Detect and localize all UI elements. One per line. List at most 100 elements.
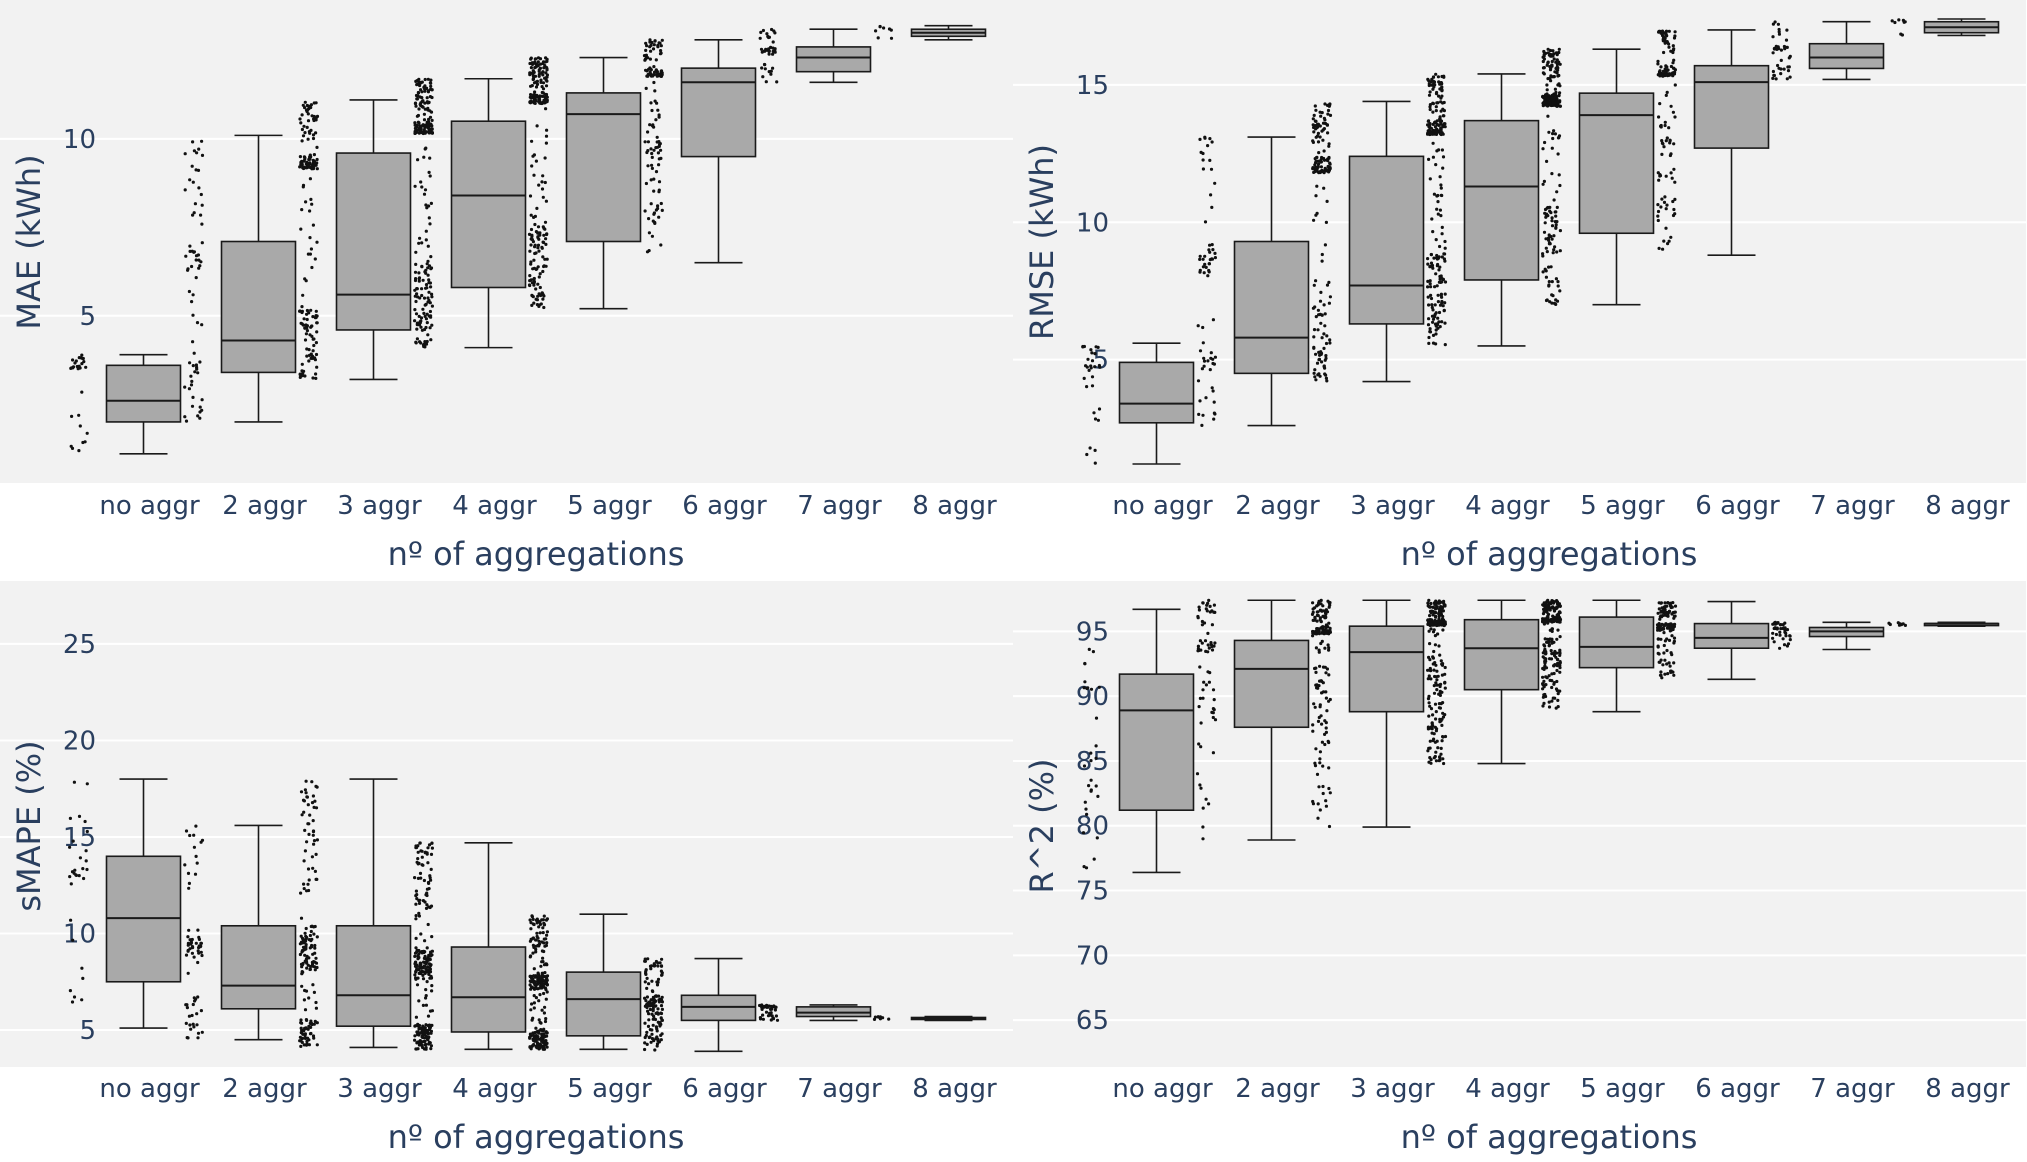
sample-point: [1208, 250, 1212, 254]
sample-point: [529, 1034, 533, 1038]
sample-point: [303, 1008, 308, 1012]
sample-point: [1082, 764, 1087, 768]
sample-point: [1670, 653, 1674, 657]
sample-point: [1316, 614, 1320, 618]
sample-point: [301, 134, 306, 138]
sample-point: [414, 250, 418, 254]
sample-point: [429, 904, 434, 908]
sample-point: [1321, 764, 1325, 768]
sample-point: [192, 833, 196, 837]
sample-point: [1435, 678, 1439, 682]
sample-point: [1658, 617, 1662, 621]
sample-point: [1673, 83, 1677, 87]
sample-point: [1773, 621, 1777, 625]
sample-point: [540, 973, 545, 977]
sample-point: [542, 294, 546, 298]
sample-point: [643, 980, 647, 984]
sample-point: [644, 1033, 648, 1038]
sample-point: [1201, 158, 1205, 162]
sample-point: [1213, 256, 1217, 260]
sample-point: [199, 941, 203, 945]
sample-point: [529, 66, 534, 70]
sample-point: [1436, 632, 1440, 636]
sample-point: [544, 141, 549, 145]
sample-point: [660, 1032, 664, 1036]
x-tick-label: 8 aggr: [912, 1074, 997, 1104]
sample-point: [535, 931, 539, 935]
sample-point: [425, 321, 429, 325]
sample-point: [650, 151, 654, 156]
sample-point: [534, 938, 538, 942]
sample-point: [299, 1039, 303, 1043]
sample-point: [1311, 306, 1315, 310]
sample-point: [1554, 214, 1558, 218]
x-tick-label: 8 aggr: [1925, 491, 2010, 521]
sample-point: [1083, 661, 1087, 666]
sample-point: [1327, 621, 1331, 625]
sample-point: [1314, 279, 1318, 283]
sample-point: [652, 177, 656, 181]
sample-point: [645, 995, 650, 999]
sample-point: [655, 1035, 659, 1039]
sample-point: [1431, 655, 1435, 659]
sample-point: [183, 152, 187, 156]
sample-point: [1554, 60, 1558, 64]
sample-point: [1443, 713, 1447, 717]
sample-point: [1210, 205, 1214, 209]
sample-point: [1547, 233, 1551, 237]
sample-point: [1547, 130, 1551, 134]
sample-point: [1327, 646, 1331, 650]
sample-point: [1426, 295, 1430, 299]
sample-point: [533, 987, 537, 991]
sample-point: [1210, 140, 1214, 144]
sample-point: [1430, 725, 1434, 729]
sample-point: [1549, 606, 1553, 610]
sample-point: [421, 977, 426, 981]
sample-point: [1440, 280, 1444, 284]
sample-point: [1542, 57, 1546, 61]
sample-point: [1435, 739, 1439, 743]
sample-point: [313, 968, 317, 972]
sample-point: [538, 272, 542, 276]
sample-point: [529, 1047, 533, 1051]
sample-point: [1426, 131, 1430, 135]
sample-point: [1311, 601, 1315, 605]
sample-point: [1673, 604, 1678, 608]
sample-point: [1201, 806, 1205, 810]
sample-point: [1320, 740, 1324, 744]
sample-point: [537, 275, 541, 279]
sample-point: [765, 1005, 769, 1009]
sample-point: [1210, 710, 1214, 714]
sample-point: [1672, 142, 1676, 146]
sample-point: [309, 1025, 313, 1029]
sample-point: [421, 899, 425, 903]
sample-point: [1094, 744, 1098, 748]
sample-point: [652, 998, 656, 1002]
sample-point: [1315, 361, 1320, 365]
sample-point: [191, 313, 195, 317]
sample-point: [1788, 638, 1792, 642]
sample-point: [1669, 171, 1673, 175]
sample-point: [533, 214, 538, 218]
sample-point: [1212, 698, 1216, 702]
sample-point: [427, 972, 431, 976]
sample-point: [530, 233, 534, 237]
sample-point: [421, 99, 425, 103]
sample-point: [1433, 702, 1438, 706]
sample-point: [314, 314, 318, 318]
sample-point: [536, 60, 540, 64]
sample-point: [1312, 345, 1316, 349]
sample-point: [430, 118, 434, 122]
sample-point: [303, 100, 307, 104]
sample-point: [1209, 193, 1213, 197]
sample-point: [418, 898, 422, 902]
sample-point: [73, 868, 77, 872]
sample-point: [651, 47, 656, 51]
sample-point: [1205, 603, 1209, 607]
sample-point: [427, 170, 431, 174]
sample-point: [68, 875, 72, 879]
sample-point: [1556, 628, 1560, 632]
sample-point: [544, 99, 548, 103]
sample-point: [183, 863, 187, 867]
sample-point: [889, 36, 894, 40]
